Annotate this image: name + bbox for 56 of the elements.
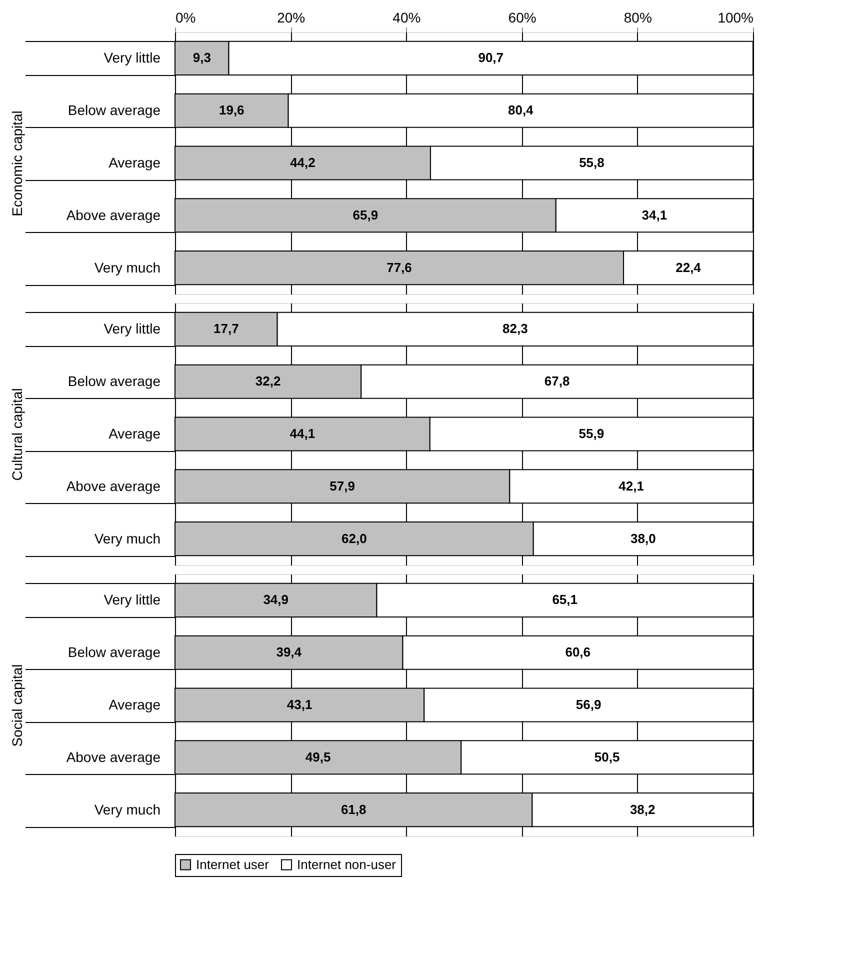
data-label: 55,9: [578, 426, 604, 441]
data-label: 22,4: [676, 260, 702, 275]
data-label: 77,6: [386, 260, 412, 275]
data-label: 19,6: [218, 102, 244, 118]
data-label: 50,5: [594, 749, 620, 764]
y-tick-label: Very little: [104, 50, 161, 66]
y-tick-label: Below average: [68, 373, 161, 390]
data-label: 60,6: [565, 644, 591, 660]
y-axis-title: Cultural capital: [9, 388, 25, 481]
data-label: 61,8: [340, 802, 366, 817]
x-tick-label: 60%: [508, 10, 536, 26]
y-tick-label: Above average: [66, 478, 161, 494]
data-label: 44,2: [290, 155, 316, 170]
y-tick-label: Below average: [68, 644, 161, 660]
x-tick-label: 80%: [624, 10, 652, 26]
data-label: 82,3: [502, 321, 528, 336]
y-tick-label: Average: [108, 426, 161, 442]
data-label: 90,7: [478, 50, 504, 66]
data-label: 43,1: [286, 697, 312, 712]
x-tick-label: 0%: [176, 10, 196, 26]
x-tick-label: 20%: [277, 10, 306, 26]
data-label: 57,9: [330, 478, 355, 494]
data-label: 65,1: [552, 592, 578, 608]
data-label: 44,1: [290, 426, 316, 441]
data-label: 49,5: [305, 749, 331, 764]
data-label: 80,4: [508, 102, 534, 118]
data-label: 42,1: [618, 478, 644, 494]
legend-label: Internet non-user: [297, 856, 397, 872]
y-axis-title: Social capital: [9, 664, 25, 747]
x-tick-label: 40%: [392, 10, 421, 26]
y-tick-label: Very much: [94, 530, 160, 546]
y-tick-label: Above average: [66, 206, 161, 223]
data-label: 34,1: [642, 207, 668, 222]
data-label: 38,2: [630, 802, 656, 817]
data-label: 65,9: [352, 207, 378, 222]
data-label: 17,7: [213, 321, 239, 336]
y-tick-label: Very little: [104, 320, 161, 337]
y-tick-label: Average: [108, 696, 161, 712]
data-label: 56,9: [576, 697, 602, 712]
y-axis-title: Economic capital: [9, 110, 25, 216]
data-label: 39,4: [276, 644, 302, 660]
y-tick-label: Very little: [104, 592, 161, 608]
y-tick-label: Average: [108, 154, 161, 170]
data-label: 34,9: [263, 592, 289, 608]
data-label: 55,8: [579, 155, 604, 170]
y-tick-label: Very much: [94, 259, 160, 276]
y-tick-label: Very much: [94, 801, 160, 818]
y-tick-label: Above average: [66, 748, 161, 765]
data-label: 32,2: [255, 374, 281, 389]
y-tick-label: Below average: [68, 102, 161, 118]
x-tick-label: 100%: [718, 10, 754, 26]
legend-label: Internet user: [196, 856, 270, 872]
data-label: 67,8: [544, 374, 570, 389]
data-label: 62,0: [342, 530, 367, 546]
data-label: 38,0: [630, 530, 656, 546]
data-label: 9,3: [192, 50, 211, 66]
